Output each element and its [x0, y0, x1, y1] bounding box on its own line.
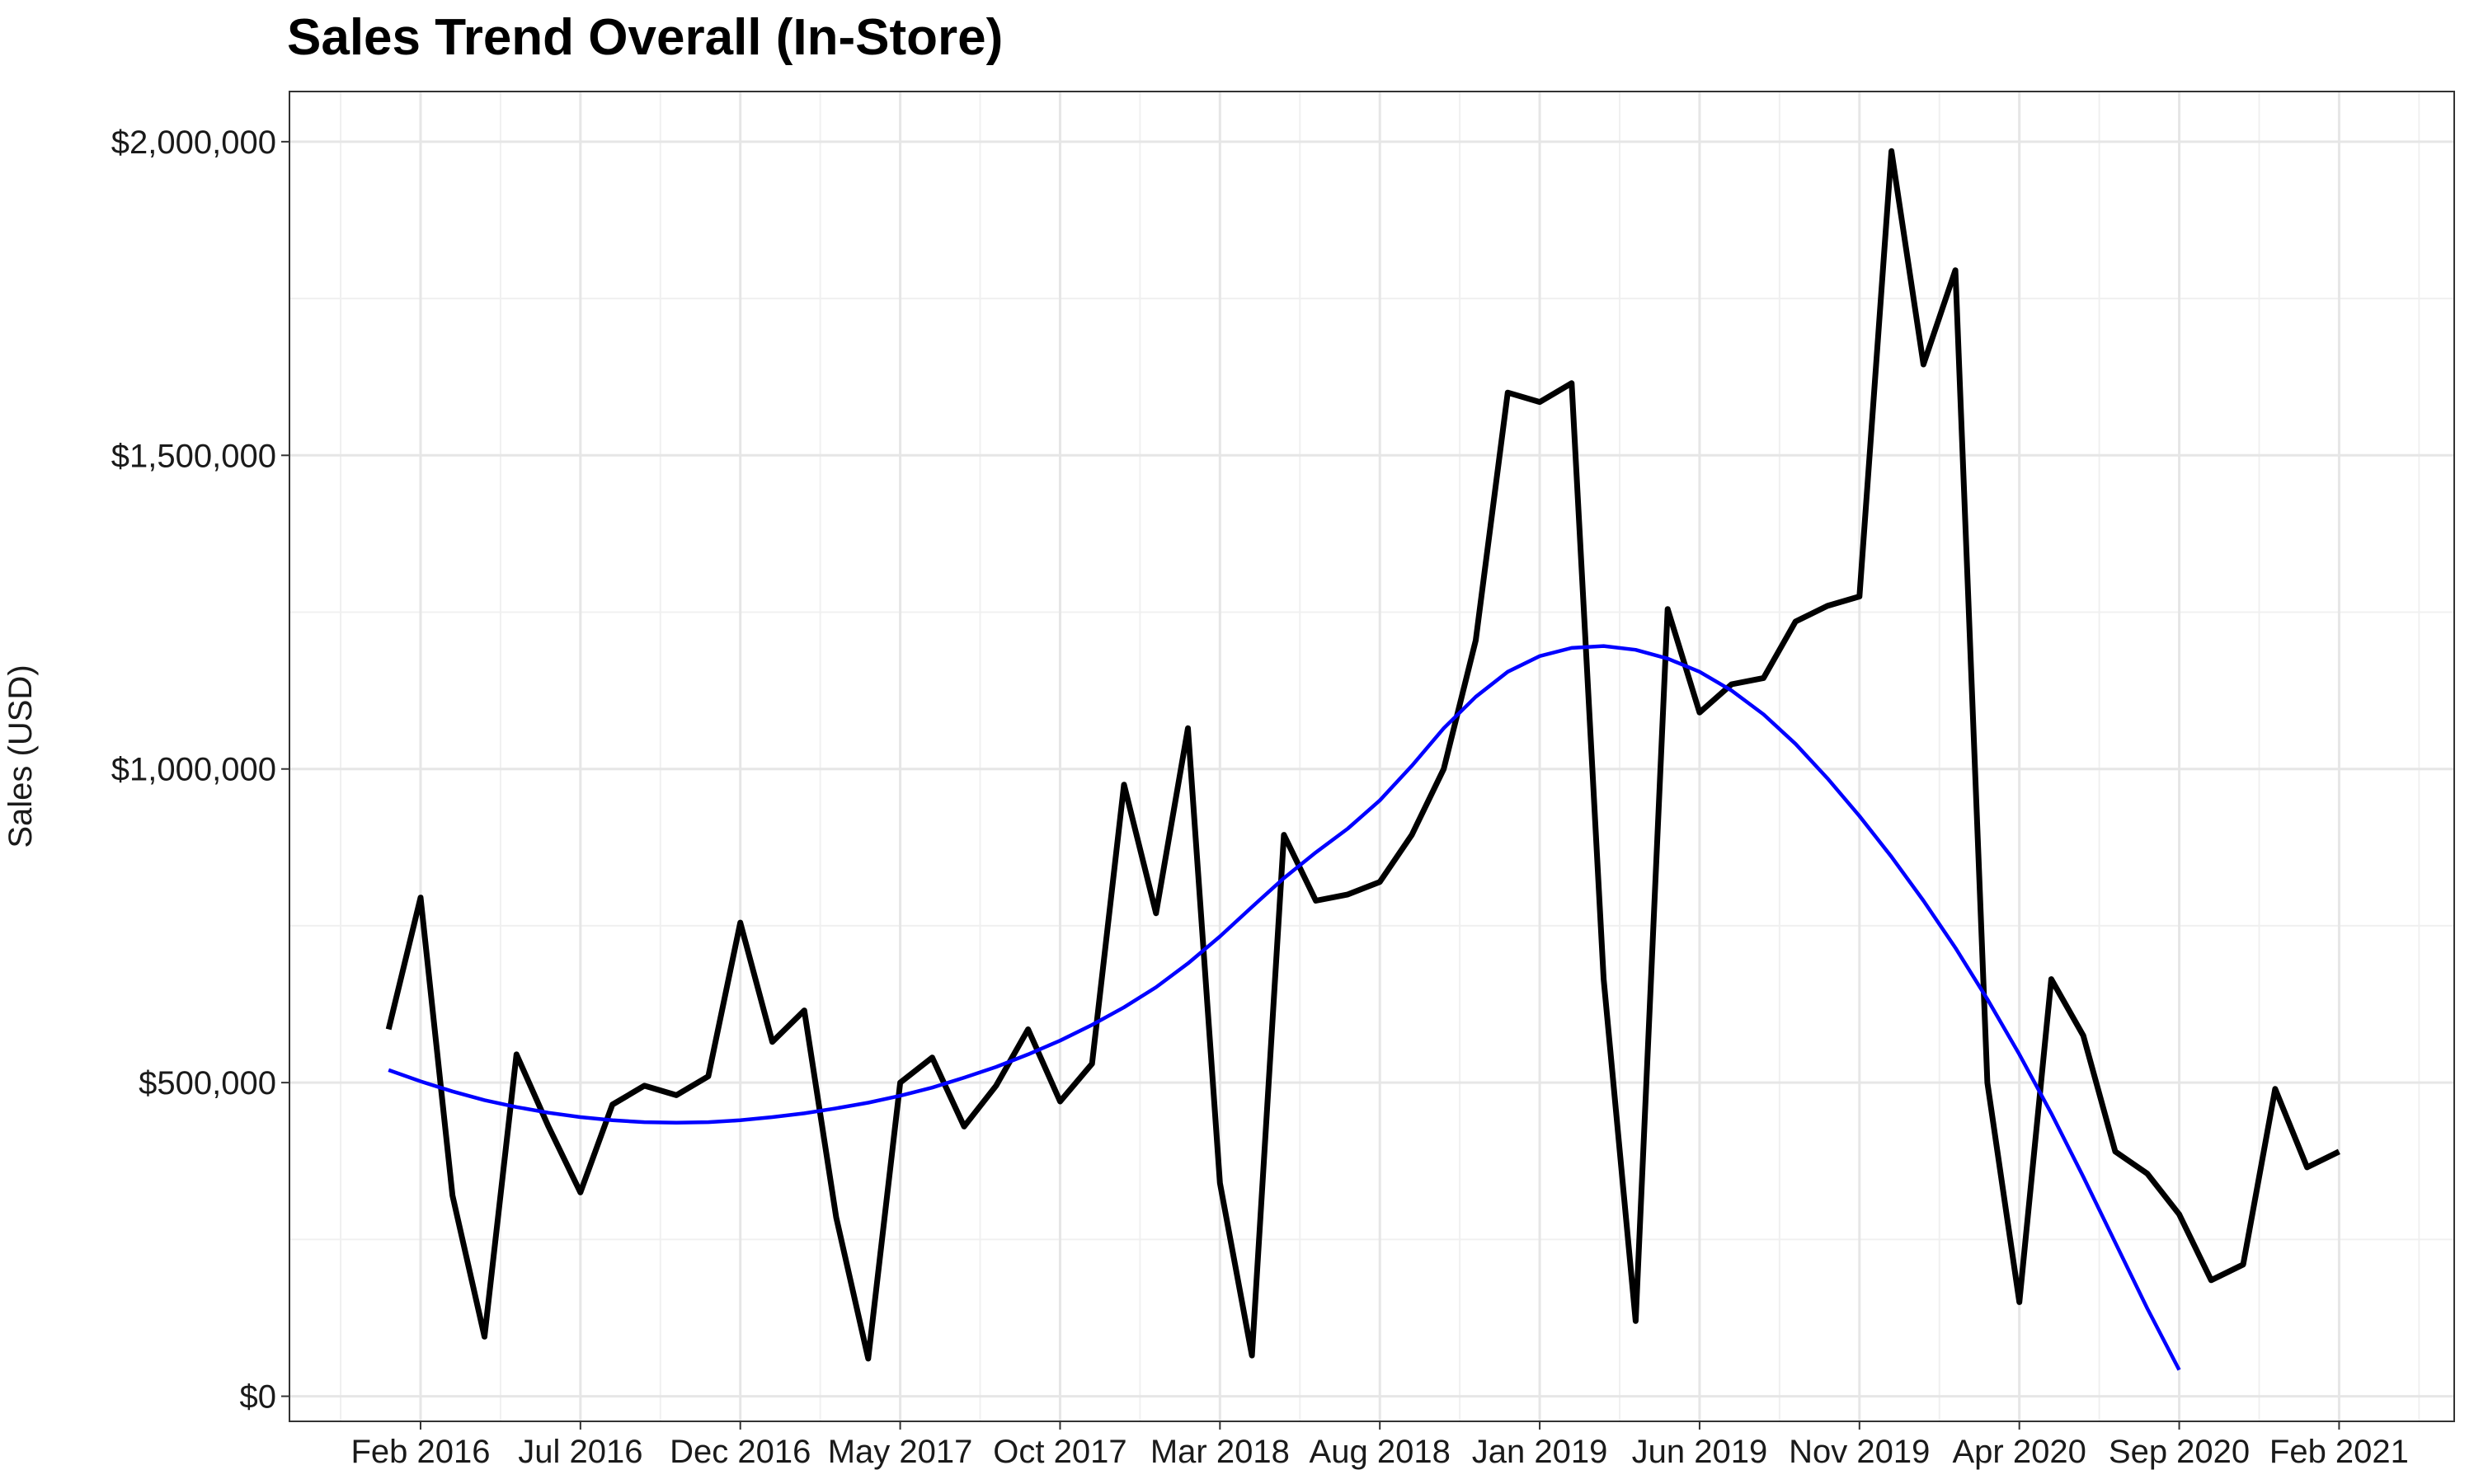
- x-tick-label: Apr 2020: [1953, 1434, 2086, 1470]
- x-tick-label: Dec 2016: [670, 1434, 811, 1470]
- x-tick-label: Jul 2016: [518, 1434, 642, 1470]
- series-layer: [385, 148, 2340, 1371]
- sales-series-line: [385, 148, 2340, 1362]
- y-tick-label: $0: [240, 1379, 277, 1416]
- x-tick-label: Sep 2020: [2109, 1434, 2250, 1470]
- y-axis-title: Sales (USD): [2, 665, 39, 848]
- trend-series-line: [388, 644, 2181, 1371]
- y-tick-label: $1,000,000: [111, 752, 276, 788]
- y-tick-label: $1,500,000: [111, 438, 276, 474]
- x-tick-label: Nov 2019: [1789, 1434, 1930, 1470]
- x-tick-label: Oct 2017: [993, 1434, 1126, 1470]
- axes: $0 $500,000 $1,000,000 $1,500,000 $2,000,000…: [111, 124, 2409, 1470]
- x-tick-label: Jan 2019: [1472, 1434, 1608, 1470]
- y-tick-label: $2,000,000: [111, 124, 276, 161]
- x-tick-label: May 2017: [828, 1434, 973, 1470]
- plot-panel-border: [289, 91, 2455, 1422]
- x-tick-label: Feb 2016: [350, 1434, 490, 1470]
- grid: [289, 92, 2454, 1421]
- chart-title: Sales Trend Overall (In-Store): [287, 9, 1004, 66]
- x-tick-label: Feb 2021: [2269, 1434, 2409, 1470]
- x-tick-label: Mar 2018: [1150, 1434, 1290, 1470]
- x-tick-label: Jun 2019: [1632, 1434, 1768, 1470]
- x-tick-label: Aug 2018: [1310, 1434, 1451, 1470]
- y-tick-label: $500,000: [139, 1065, 276, 1101]
